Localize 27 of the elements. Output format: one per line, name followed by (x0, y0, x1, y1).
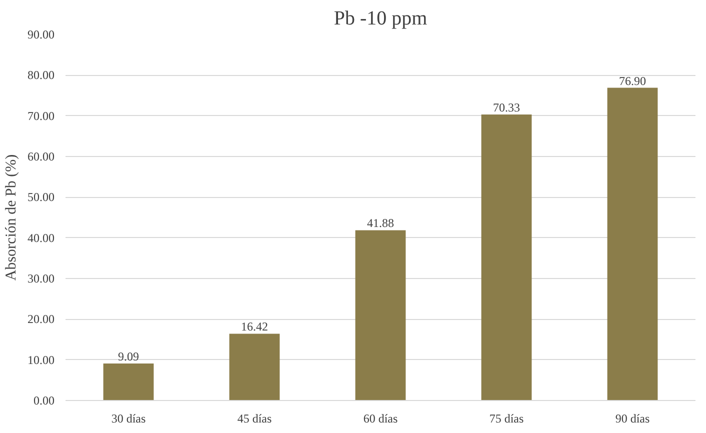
x-tick-label: 45 días (237, 412, 272, 426)
bar (607, 88, 658, 400)
bar (481, 114, 532, 400)
chart-title: Pb -10 ppm (334, 8, 428, 30)
y-tick-label: 80.00 (28, 68, 54, 82)
y-tick-label: 60.00 (28, 150, 54, 164)
y-tick-label: 30.00 (28, 272, 54, 286)
x-tick-label: 90 días (615, 412, 650, 426)
y-tick-label: 70.00 (28, 108, 54, 123)
y-tick-label: 20.00 (28, 312, 54, 326)
y-tick-label: 40.00 (28, 230, 54, 245)
y-tick-label: 10.00 (28, 352, 54, 367)
data-label: 41.88 (367, 216, 394, 230)
y-tick-label: 90.00 (28, 28, 54, 42)
data-label: 76.90 (619, 74, 646, 88)
data-label: 70.33 (493, 100, 520, 114)
x-tick-label: 30 días (111, 412, 146, 426)
x-tick-label: 75 días (489, 412, 524, 426)
bar (355, 230, 406, 400)
bar (103, 364, 154, 400)
bar (229, 334, 280, 400)
y-tick-label: 0.00 (34, 394, 54, 408)
data-label: 9.09 (118, 350, 139, 364)
x-tick-label: 60 días (363, 412, 398, 426)
y-axis-title: Absorción de Pb (%) (4, 154, 20, 281)
data-label: 16.42 (241, 320, 268, 334)
y-tick-label: 50.00 (28, 190, 54, 204)
